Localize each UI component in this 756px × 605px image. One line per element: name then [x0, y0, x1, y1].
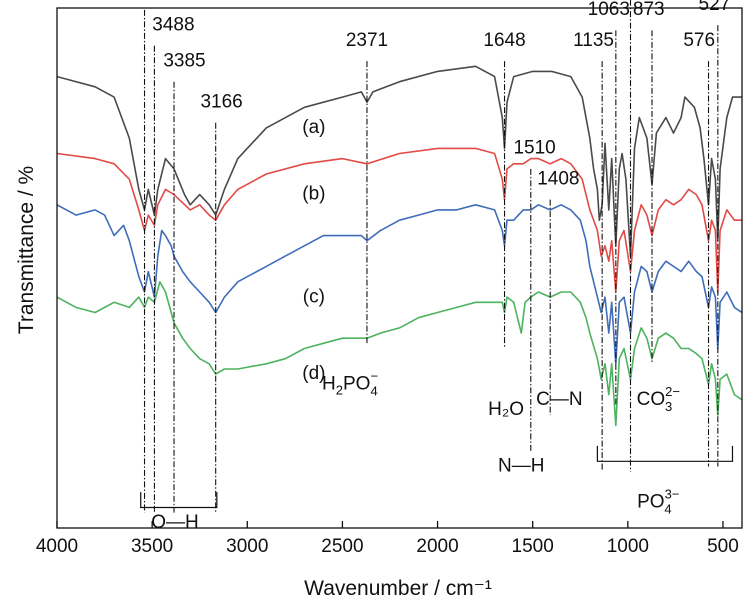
x-tick-label-3500: 3500: [131, 536, 173, 557]
species-label-nh: N—H: [498, 456, 544, 477]
series-line-d: [57, 281, 742, 427]
species-labels: (a) (b) (c) (d) O—H H2PO− 4 H₂O N—H C—N CO2− 3 PO3− 4: [151, 117, 680, 533]
series-layer: [57, 65, 742, 427]
peak-label-576: 576: [683, 30, 715, 51]
y-axis-title: Transmittance / %: [15, 166, 38, 334]
series-line-a: [57, 65, 742, 257]
axes: 4000 3500 3000 2500 2000 1500 1000 500: [36, 7, 743, 557]
peak-label-3166: 3166: [200, 91, 242, 112]
plot-frame: [56, 7, 743, 529]
peak-label-1648: 1648: [483, 30, 525, 51]
peak-label-873: 873: [633, 0, 665, 20]
species-label-cn: C—N: [536, 389, 582, 410]
x-axis-title: Wavenumber / cm⁻¹: [304, 577, 492, 600]
peak-label-1135: 1135: [573, 30, 614, 51]
series-line-c: [57, 204, 742, 365]
peak-label-2371: 2371: [346, 30, 388, 51]
x-tick-label-1500: 1500: [512, 536, 554, 557]
species-label-h2po4: H2PO− 4: [322, 368, 378, 398]
species-label-po4: PO3− 4: [637, 486, 679, 516]
species-label-oh: O—H: [151, 512, 199, 533]
peak-annotations: 3540348833853166237116481510140811351063…: [143, 0, 730, 513]
series-line-b: [57, 147, 742, 293]
peak-label-1408: 1408: [537, 168, 579, 189]
x-tick-label-4000: 4000: [36, 536, 78, 557]
species-label-h2o: H₂O: [488, 399, 524, 420]
x-tick-label-2500: 2500: [321, 536, 363, 557]
series-label-d: (d): [302, 363, 325, 384]
peak-label-1510: 1510: [513, 138, 555, 159]
group-brackets: [140, 445, 734, 509]
x-tick-label-2000: 2000: [416, 536, 458, 557]
peak-label-3488: 3488: [152, 14, 194, 35]
series-label-a: (a): [302, 117, 325, 138]
x-tick-label-500: 500: [707, 536, 739, 557]
x-tick-label-1000: 1000: [607, 536, 649, 557]
bracket-0: [140, 492, 218, 509]
peak-label-3385: 3385: [163, 50, 205, 71]
series-label-b: (b): [302, 184, 325, 205]
peak-label-1063: 1063: [588, 0, 630, 20]
bracket-1: [596, 445, 734, 462]
x-tick-label-3000: 3000: [226, 536, 268, 557]
series-label-c: (c): [303, 286, 325, 307]
species-label-co3: CO2− 3: [637, 384, 680, 414]
